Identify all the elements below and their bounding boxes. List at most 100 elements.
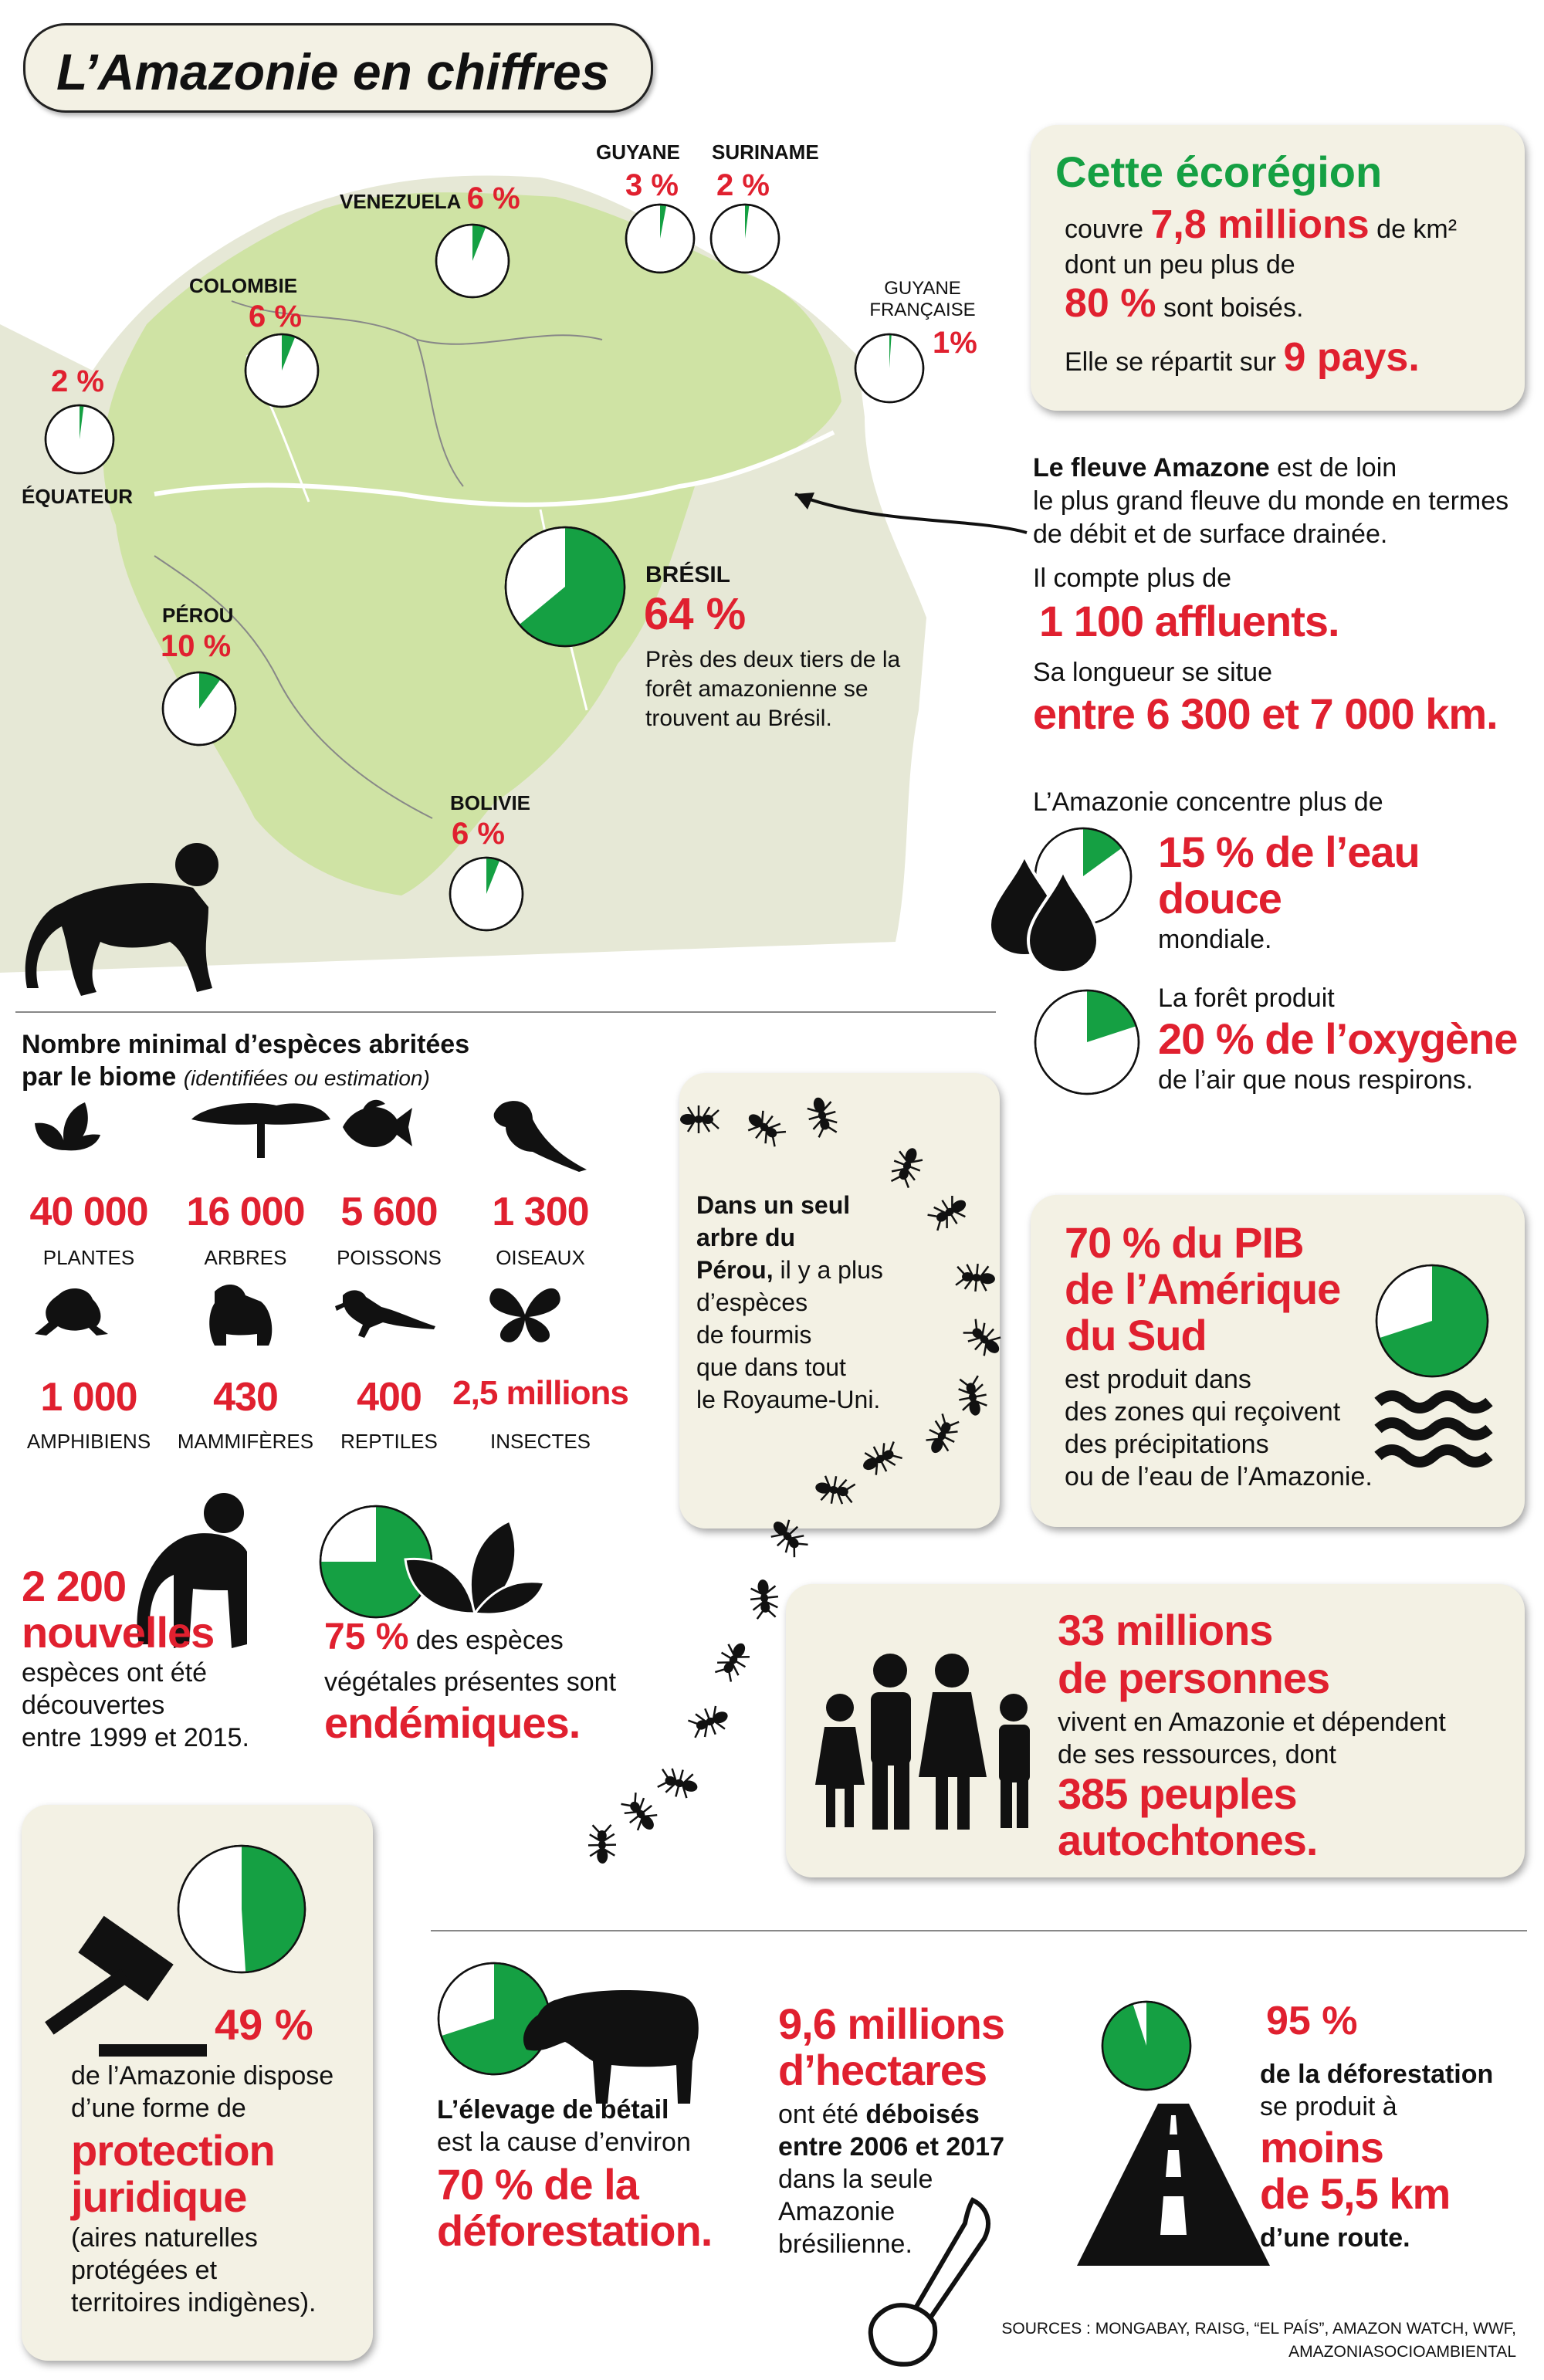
pib-l7: ou de l’eau de l’Amazonie. <box>1065 1462 1373 1491</box>
pib-l3: du Sud <box>1065 1311 1207 1359</box>
chainsaw-icon <box>868 2197 990 2367</box>
species-count: 430 <box>213 1375 279 1420</box>
ant-icon <box>955 1263 995 1292</box>
elevage-big2: déforestation. <box>437 2206 713 2255</box>
bresil-note: Près des deux tiers de la forêt amazonie… <box>645 647 901 731</box>
species-count: 40 000 <box>29 1190 148 1234</box>
ant-icon <box>750 1579 779 1620</box>
tree-icon <box>191 1103 330 1158</box>
protection-big1: protection <box>71 2126 276 2175</box>
pib-l1: 70 % du PIB <box>1065 1218 1305 1267</box>
pie-protection <box>177 1844 306 1974</box>
pct-guyane: 3 % <box>625 168 679 202</box>
eau-tail: mondiale. <box>1158 925 1272 954</box>
fourmis-text: Dans un seul arbre du Pérou, il y a plus… <box>696 1191 883 1413</box>
gavel-icon <box>45 1915 207 2057</box>
species-label: POISSONS <box>337 1246 442 1269</box>
pie-colombie <box>244 333 320 408</box>
route-l1: de la déforestation <box>1260 2060 1494 2089</box>
label-colombie: COLOMBIE <box>189 274 298 297</box>
ant-icon <box>963 1319 1001 1356</box>
nouvelles-big: nouvelles <box>22 1608 215 1657</box>
protection-l1: de l’Amazonie dispose <box>71 2061 334 2091</box>
species-count: 1 000 <box>40 1375 137 1420</box>
especes-title: Nombre minimal d’espèces abritées <box>22 1030 470 1059</box>
pie-guyane <box>625 203 696 274</box>
pie-bresil <box>504 526 626 648</box>
ant-icon <box>621 1793 658 1831</box>
ant-icon <box>714 1643 750 1682</box>
species-label: REPTILES <box>340 1430 438 1453</box>
protection-l2: d’une forme de <box>71 2094 246 2123</box>
personnes-l4: de ses ressources, dont <box>1058 1740 1336 1769</box>
label-equateur: ÉQUATEUR <box>22 485 133 508</box>
personnes-l3: vivent en Amazonie et dépendent <box>1058 1708 1446 1737</box>
pib-l6: des précipitations <box>1065 1430 1269 1459</box>
ant-icon <box>807 1097 838 1138</box>
page-title: L’Amazonie en chiffres <box>56 43 610 100</box>
jaguar-icon <box>209 1284 273 1346</box>
ant-icon <box>680 1105 720 1133</box>
species-count: 16 000 <box>186 1190 305 1234</box>
nouvelles-l2: découvertes <box>22 1691 165 1720</box>
label-bresil: BRÉSIL <box>645 562 731 587</box>
pct-suriname: 2 % <box>716 168 770 202</box>
lizard-icon <box>335 1290 435 1338</box>
label-guyane-francaise: GUYANE FRANÇAISE <box>869 278 976 320</box>
nouvelles-l3: entre 1999 et 2015. <box>22 1723 249 1752</box>
pie-oxygene <box>1034 989 1140 1095</box>
pie-route <box>1101 2000 1192 2091</box>
hectares-l4: Amazonie <box>778 2197 896 2226</box>
species-count: 5 600 <box>340 1190 438 1234</box>
route-l3: d’une route. <box>1260 2223 1410 2253</box>
ant-icon <box>927 1196 967 1231</box>
personnes-l2: de personnes <box>1058 1654 1330 1702</box>
endemiques-big: endémiques. <box>324 1698 581 1747</box>
pie-venezuela <box>435 223 510 299</box>
route-big1: moins <box>1260 2123 1384 2172</box>
protection-big2: juridique <box>71 2172 247 2221</box>
pct-equateur: 2 % <box>51 364 104 398</box>
pct-colombie: 6 % <box>249 300 302 333</box>
ant-icon <box>815 1475 856 1505</box>
oxygene-tail: de l’air que nous respirons. <box>1158 1065 1474 1095</box>
endemiques-l2: végétales présentes sont <box>324 1667 617 1697</box>
protection-pct: 49 % <box>215 2000 313 2049</box>
pct-guyane-francaise: 1% <box>933 326 977 360</box>
species-label: MAMMIFÈRES <box>177 1430 314 1453</box>
personnes-l6: autochtones. <box>1058 1816 1318 1864</box>
hectares-l2: entre 2006 et 2017 <box>778 2132 1004 2162</box>
route-big2: de 5,5 km <box>1260 2169 1451 2218</box>
personnes-l1: 33 millions <box>1058 1606 1273 1654</box>
pie-pib <box>1375 1264 1489 1378</box>
pie-guyane-francaise <box>854 333 925 404</box>
eau-big1: 15 % de l’eau <box>1158 828 1420 876</box>
protection-l5: territoires indigènes). <box>71 2288 317 2317</box>
pie-suriname <box>709 203 780 274</box>
parrot-icon <box>493 1101 587 1172</box>
divider-bottom <box>431 1930 1527 1931</box>
leaves-icon <box>35 1102 100 1151</box>
fourmis-panel: Dans un seul arbre du Pérou, il y a plus… <box>679 1073 1000 1529</box>
label-venezuela: VENEZUELA 6 % <box>340 181 520 215</box>
fleuve-affluents: 1 100 affluents. <box>1039 597 1340 645</box>
especes-title2: par le biome (identifiées ou estimation) <box>22 1062 430 1092</box>
fleuve-line3: de débit et de surface drainée. <box>1033 520 1388 549</box>
fleuve-longueur: entre 6 300 et 7 000 km. <box>1033 689 1498 738</box>
label-bolivie: BOLIVIE <box>450 791 531 814</box>
ant-icon <box>926 1413 960 1454</box>
protection-panel: 49 % de l’Amazonie dispose d’une forme d… <box>22 1805 373 2361</box>
pib-l4: est produit dans <box>1065 1365 1251 1394</box>
pib-panel: 70 % du PIB de l’Amérique du Sud est pro… <box>1031 1195 1525 1527</box>
eau-big2: douce <box>1158 874 1282 923</box>
fleuve-line4: Il compte plus de <box>1033 564 1232 593</box>
pib-l5: des zones qui reçoivent <box>1065 1397 1341 1427</box>
divider-top <box>15 1011 996 1013</box>
sources: SOURCES : MONGABAY, RAISG, “EL PAÍS”, AM… <box>1001 2320 1516 2361</box>
elevage-big1: 70 % de la <box>437 2160 639 2209</box>
ecoregion-heading: Cette écorégion <box>1055 147 1383 196</box>
pie-bolivie <box>449 856 524 932</box>
nouvelles-l1: espèces ont été <box>22 1658 208 1688</box>
pie-perou <box>161 671 237 747</box>
fleuve-line2: le plus grand fleuve du monde en termes <box>1033 486 1509 516</box>
